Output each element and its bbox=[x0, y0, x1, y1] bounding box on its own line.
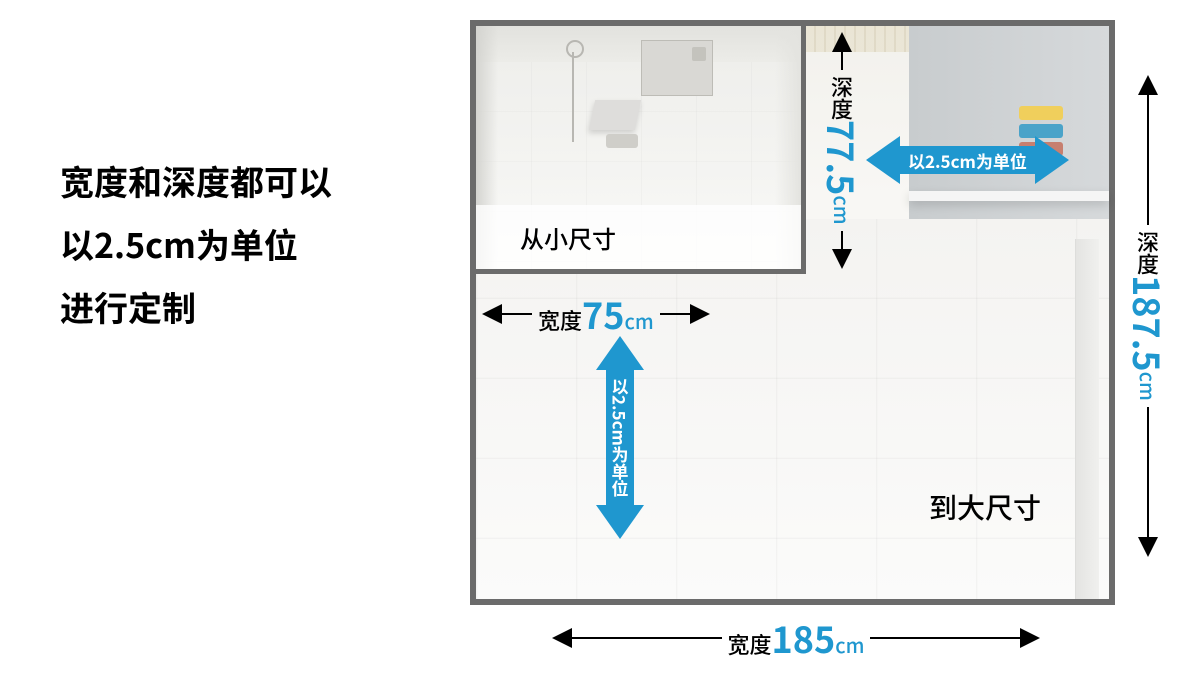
faucet-icon bbox=[606, 134, 638, 148]
blue-arrow-left-icon bbox=[866, 136, 900, 184]
small-room-back-wall bbox=[476, 26, 801, 62]
step-arrow-vertical: 以2.5cm为单位 bbox=[596, 336, 644, 539]
arrow-up-icon bbox=[1138, 75, 1158, 95]
small-depth-text: 深度77.5cm bbox=[816, 70, 868, 231]
diagram: 从小尺寸 宽度75cm 深度77.5cm 以2.5cm为单位 bbox=[460, 10, 1160, 660]
step-arrow-h-label: 以2.5cm为单位 bbox=[900, 146, 1035, 174]
small-depth-dimension: 深度77.5cm bbox=[816, 32, 868, 269]
large-room-drain bbox=[1075, 239, 1099, 599]
arrow-down-icon bbox=[1138, 537, 1158, 557]
large-room-ledge bbox=[909, 191, 1109, 201]
blue-arrow-right-icon bbox=[1035, 136, 1069, 184]
small-room-label: 从小尺寸 bbox=[476, 205, 801, 269]
control-panel-icon bbox=[641, 40, 713, 96]
blue-arrow-down-icon bbox=[596, 505, 644, 539]
shower-head-icon bbox=[589, 100, 641, 130]
blue-arrow-up-icon bbox=[596, 336, 644, 370]
large-room-floor bbox=[476, 219, 1109, 599]
large-width-text: 宽度185cm bbox=[722, 612, 871, 664]
large-room-frame: 从小尺寸 宽度75cm 深度77.5cm 以2.5cm为单位 bbox=[470, 20, 1115, 605]
small-room-label-text: 从小尺寸 bbox=[520, 220, 616, 255]
small-width-text: 宽度75cm bbox=[532, 288, 660, 340]
headline-line1: 宽度和深度都可以 bbox=[60, 150, 332, 213]
large-depth-text: 深度187.5cm bbox=[1122, 225, 1174, 407]
large-depth-dimension: 深度187.5cm bbox=[1122, 26, 1174, 606]
large-room-label: 到大尺寸 bbox=[929, 487, 1041, 527]
large-width-dimension: 宽度185cm bbox=[476, 612, 1116, 664]
headline-line2: 以2.5cm为单位 bbox=[60, 213, 332, 276]
arrow-right-icon bbox=[1020, 628, 1040, 648]
arrow-left-icon bbox=[552, 628, 572, 648]
arrow-left-icon bbox=[482, 304, 502, 324]
arrow-down-icon bbox=[832, 249, 852, 269]
small-width-dimension: 宽度75cm bbox=[482, 288, 710, 340]
shower-pipe-icon bbox=[572, 52, 574, 142]
small-room-frame: 从小尺寸 bbox=[476, 26, 806, 274]
arrow-right-icon bbox=[690, 304, 710, 324]
headline-line3: 进行定制 bbox=[60, 276, 332, 339]
step-arrow-horizontal: 以2.5cm为单位 bbox=[866, 136, 1069, 184]
arrow-up-icon bbox=[832, 32, 852, 52]
step-arrow-v-label: 以2.5cm为单位 bbox=[606, 370, 634, 505]
headline: 宽度和深度都可以 以2.5cm为单位 进行定制 bbox=[60, 150, 332, 339]
